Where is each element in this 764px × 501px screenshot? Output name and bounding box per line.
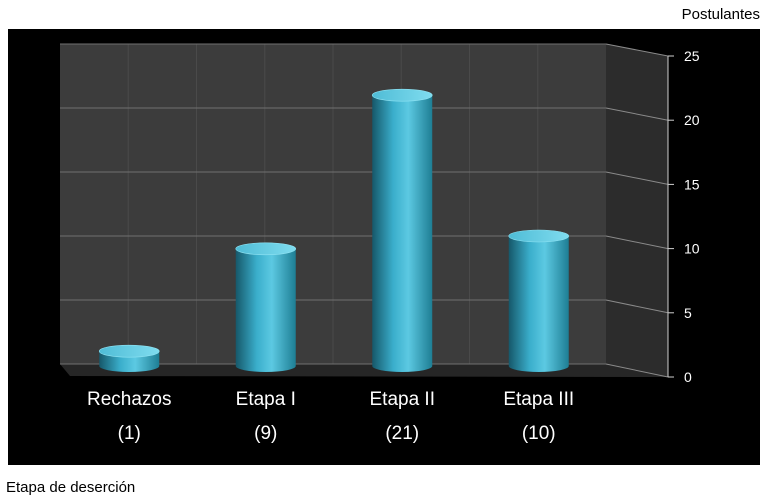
x-axis-title: Etapa de deserción	[6, 479, 136, 496]
y-tick-label: 20	[684, 112, 700, 128]
y-tick-label: 15	[684, 176, 700, 192]
chart-area: 0 5 10 15 20 25 Rechazos (1) Etapa I (9) Etapa II (…	[8, 29, 760, 465]
bar-cylinder	[508, 236, 569, 372]
x-tick-label: Etapa III	[503, 389, 574, 410]
grid-line-side	[605, 107, 669, 121]
bar-cylinder-top	[98, 344, 160, 358]
y-tick-label: 0	[684, 369, 692, 385]
bar-cylinder	[372, 95, 433, 372]
bar-chart-svg: 0 5 10 15 20 25 Rechazos (1) Etapa I (9) Etapa II (…	[60, 43, 700, 444]
y-tick-label: 5	[684, 305, 692, 321]
x-tick-count-label: (21)	[385, 423, 419, 444]
bar-cylinder-top	[371, 88, 433, 102]
bar-cylinder-top	[235, 242, 297, 256]
grid-line-side	[605, 299, 669, 314]
x-tick-count-label: (1)	[118, 423, 141, 444]
x-tick-label: Rechazos	[87, 389, 172, 410]
y-tick-label: 10	[684, 241, 700, 257]
x-tick-label: Etapa I	[236, 389, 296, 410]
x-tick-count-label: (10)	[522, 423, 556, 444]
grid-line-side	[605, 43, 669, 57]
grid-line-side	[605, 363, 669, 378]
side-wall	[606, 44, 668, 377]
grid-line-side	[605, 171, 669, 185]
y-axis-title: Postulantes	[681, 6, 760, 23]
y-tick-label: 25	[684, 48, 700, 64]
x-tick-label: Etapa II	[370, 389, 436, 410]
x-tick-count-label: (9)	[254, 423, 277, 444]
grid-line-side	[605, 235, 669, 250]
bar-cylinder-top	[508, 229, 570, 243]
bar-cylinder	[235, 248, 296, 372]
